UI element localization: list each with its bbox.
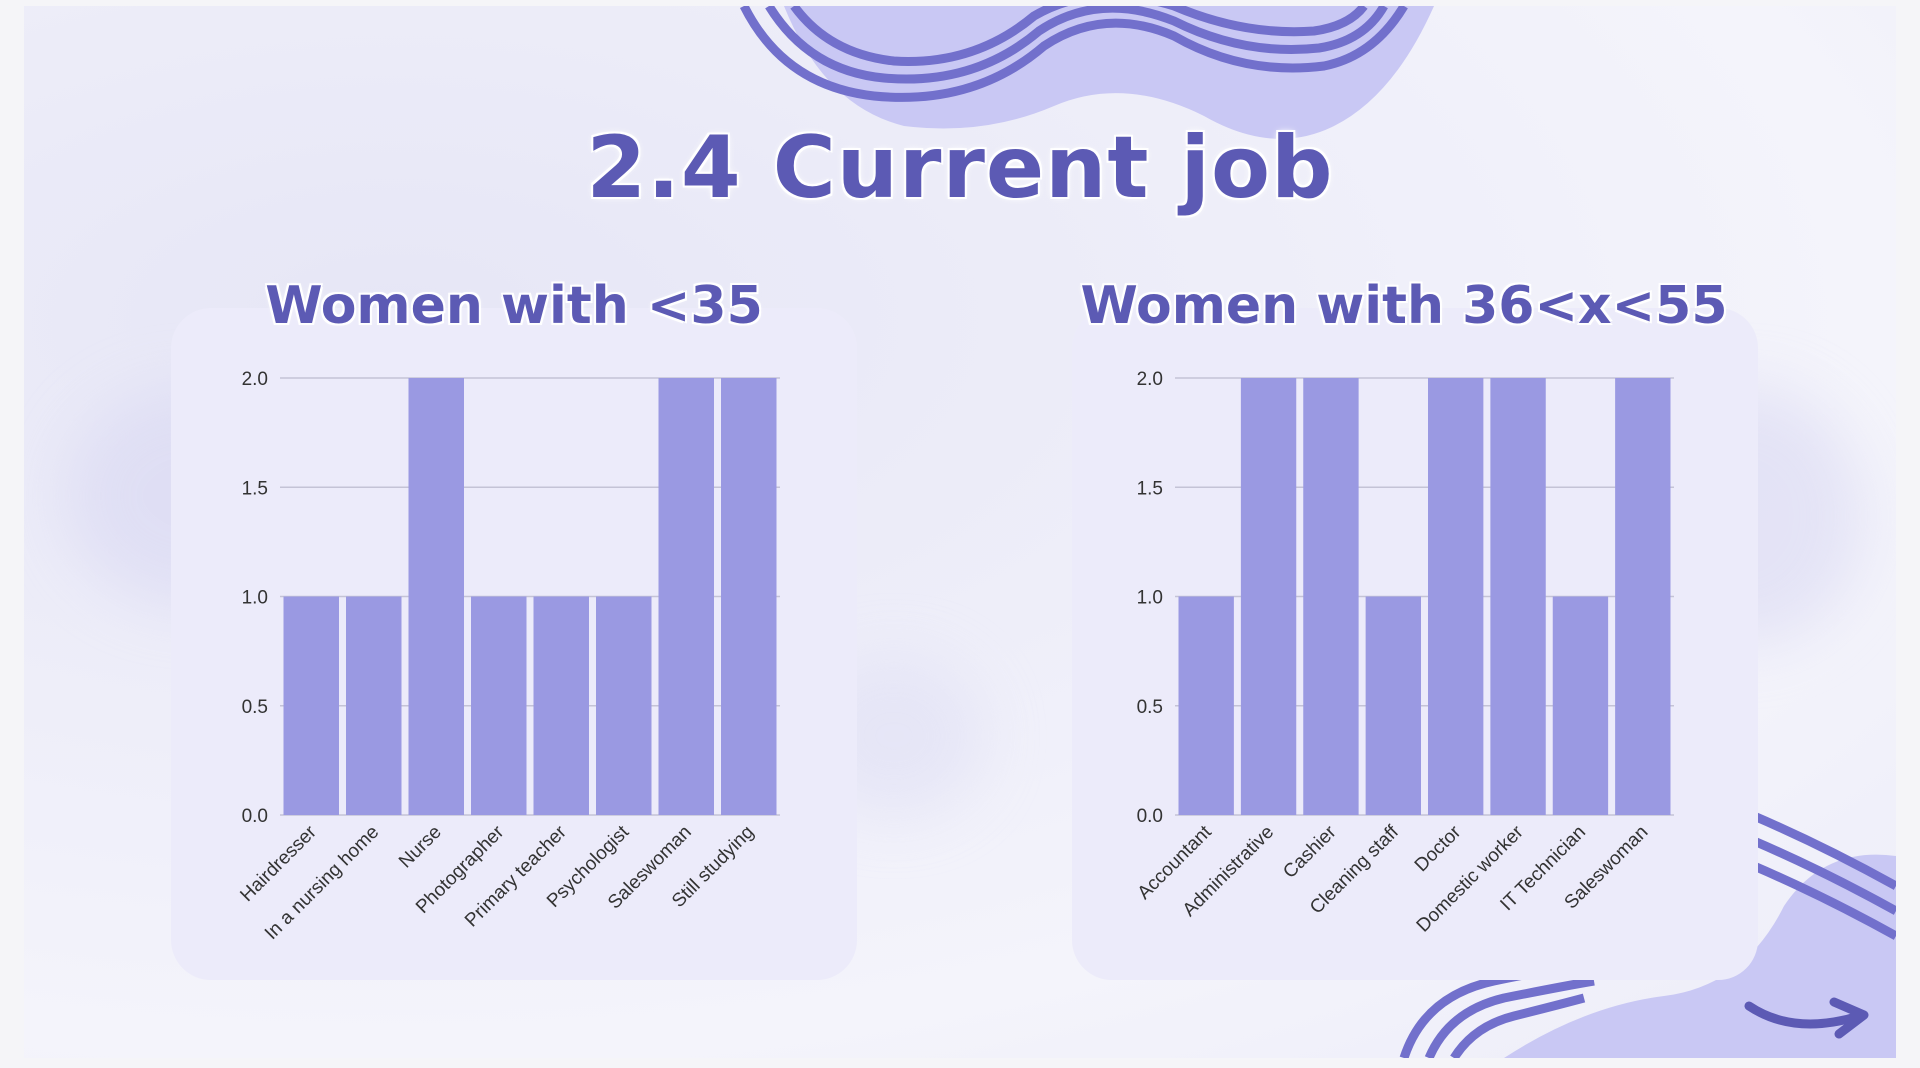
x-category-label: Cashier [1279,821,1341,883]
chart-title-36-to-55: Women with 36<x<55 [1080,276,1728,336]
bar [283,596,339,815]
bar [721,378,777,815]
y-tick-label: 0.5 [1137,697,1163,718]
y-tick-label: 2.0 [1137,369,1163,390]
bar [1428,378,1484,815]
bar [1615,378,1671,815]
bar [658,378,714,815]
bar [596,596,652,815]
y-tick-label: 0.0 [242,806,268,827]
y-tick-label: 1.5 [1137,478,1163,499]
bar [533,596,589,815]
slide: 2.4 Current job Women with <35 Women wit… [24,6,1896,1058]
x-category-label: Domestic worker [1413,821,1528,936]
bar [1178,596,1234,815]
bar [1303,378,1359,815]
y-tick-label: 1.0 [1137,588,1163,609]
bar [346,596,402,815]
y-tick-label: 2.0 [242,369,268,390]
bar [1490,378,1546,815]
bar [1240,378,1297,815]
x-category-label: Doctor [1411,821,1466,876]
bar [408,378,464,815]
bar [471,596,527,815]
y-tick-label: 1.0 [242,588,268,609]
bar [1552,596,1609,815]
y-tick-label: 0.5 [242,697,268,718]
bar [1365,596,1421,815]
y-tick-label: 0.0 [1137,806,1163,827]
chart-title-under-35: Women with <35 [265,276,763,336]
y-tick-label: 1.5 [242,478,268,499]
slide-title: 2.4 Current job [586,118,1334,218]
